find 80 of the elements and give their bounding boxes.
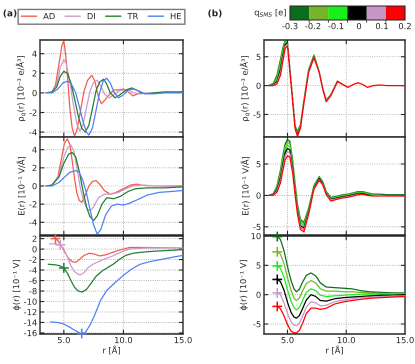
line-series <box>48 243 183 276</box>
line-series <box>268 155 405 232</box>
y-tick-label: 0 <box>32 90 37 96</box>
y-tick-label: -5 <box>253 224 260 230</box>
x-axis-title: r [Å] <box>103 346 120 354</box>
legend-label: AD <box>43 13 55 20</box>
line-series <box>268 45 405 137</box>
y-tick-label: 0 <box>32 246 37 252</box>
y-axis-title: E(r) [10⁻¹ V/Å] <box>240 156 250 215</box>
point <box>54 239 66 251</box>
color-bar-title: q$_{SMS}$ [e] <box>254 8 286 18</box>
line-series <box>45 70 183 133</box>
y-tick-label: -10 <box>24 298 37 305</box>
color-bar-label: -0.1 <box>328 22 344 30</box>
y-tick-label: 0 <box>32 182 37 190</box>
legend-label: HE <box>170 13 181 20</box>
y-tick-label: 2 <box>32 164 36 172</box>
color-bar-label: 0 <box>356 22 362 30</box>
color-bar-label: -0.3 <box>282 22 298 30</box>
y-tick-label: 10 <box>252 232 261 240</box>
y-tick-label: 4 <box>32 146 37 153</box>
y-tick-label: -2 <box>29 256 36 263</box>
y-tick-label: -14 <box>24 320 37 326</box>
y-tick-label: 0 <box>256 192 261 199</box>
y-axis-title: ϕ(r) [10⁻¹ V] <box>240 260 248 310</box>
chart-title: (a) <box>4 9 16 18</box>
point <box>50 232 62 244</box>
chart-title: (b) <box>208 9 222 18</box>
y-tick-label: -12 <box>24 308 36 316</box>
y-tick-label: -16 <box>24 330 37 336</box>
point <box>272 246 283 258</box>
y-tick-label: 4 <box>32 50 37 57</box>
y-axis-title: ϕ(r) [10⁻¹ V] <box>12 260 21 310</box>
point <box>272 260 283 272</box>
legend-label: DI <box>88 13 95 20</box>
y-axis-title: E(r) [10⁻¹ V/Å] <box>16 156 26 215</box>
x-tick-label: 10.0 <box>115 336 132 344</box>
y-tick-label: 0 <box>256 292 261 298</box>
line-series <box>45 170 183 235</box>
line-series <box>276 265 405 311</box>
y-tick-label: 2 <box>32 70 36 76</box>
line-series <box>276 292 405 326</box>
y-tick-label: 5 <box>256 161 260 168</box>
line-series <box>276 296 405 334</box>
y-tick-label: 5 <box>256 54 260 60</box>
line-series <box>276 251 405 302</box>
y-tick-label: 2 <box>32 236 36 242</box>
y-tick-label: -2 <box>29 201 36 208</box>
y-tick-label: -8 <box>29 288 37 294</box>
point <box>58 262 70 274</box>
point <box>272 287 283 299</box>
legend-label: TR <box>127 13 138 20</box>
y-tick-label: 5 <box>256 262 260 269</box>
x-tick-label: 15.0 <box>396 336 414 344</box>
y-tick-label: -6 <box>29 278 37 284</box>
x-tick-label: 15.0 <box>174 336 192 344</box>
x-tick-label: 10.0 <box>338 336 355 344</box>
line-series <box>276 278 405 319</box>
line-series <box>48 249 183 293</box>
y-tick-label: -5 <box>253 112 260 118</box>
y-tick-label: -4 <box>29 129 37 136</box>
x-tick-label: 5.0 <box>282 336 294 344</box>
x-tick-label: 5.0 <box>58 336 70 344</box>
y-tick-label: -2 <box>29 109 36 116</box>
line-series <box>45 78 183 136</box>
line-series <box>45 152 183 222</box>
y-axis-title: ρ$_{q}$(r) [10⁻³ e/Å³] <box>16 56 26 121</box>
point <box>272 230 283 242</box>
point <box>272 274 283 286</box>
y-tick-label: -4 <box>29 219 37 226</box>
y-tick-label: 0 <box>256 82 261 89</box>
color-bar-label: 0.2 <box>398 22 411 30</box>
point <box>272 300 283 312</box>
y-tick-label: -4 <box>29 267 37 274</box>
y-tick-label: -5 <box>253 321 260 328</box>
point <box>76 328 88 340</box>
y-axis-title: ρ$_{q}$(r) [10⁻³ e/Å³] <box>240 56 250 121</box>
x-axis-title: r [Å] <box>326 346 343 354</box>
color-bar-label: -0.2 <box>305 22 320 30</box>
color-bar-label: 0.1 <box>376 22 388 30</box>
